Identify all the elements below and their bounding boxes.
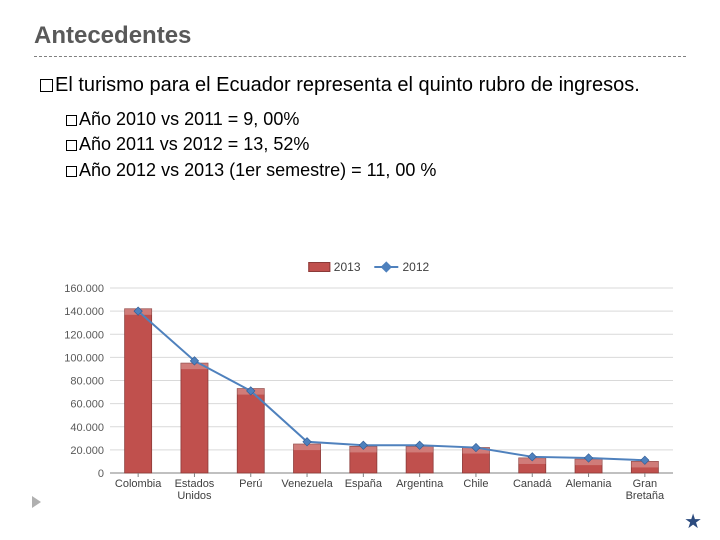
square-bullet-icon xyxy=(40,79,53,92)
svg-text:100.000: 100.000 xyxy=(64,352,104,364)
svg-text:80.000: 80.000 xyxy=(70,376,104,388)
svg-text:Colombia: Colombia xyxy=(115,478,162,490)
svg-text:120.000: 120.000 xyxy=(64,329,104,341)
sub-list: Año 2010 vs 2011 = 9, 00% Año 2011 vs 20… xyxy=(40,98,680,182)
svg-text:Chile: Chile xyxy=(463,478,488,490)
legend-item-bar: 2013 xyxy=(308,260,361,274)
svg-text:Bretaña: Bretaña xyxy=(626,490,665,502)
svg-text:Canadá: Canadá xyxy=(513,478,552,490)
svg-text:Estados: Estados xyxy=(175,478,215,490)
svg-text:140.000: 140.000 xyxy=(64,306,104,318)
svg-text:Unidos: Unidos xyxy=(177,490,212,502)
list-item-text: Año 2011 vs 2012 = 13, 52% xyxy=(79,134,309,154)
list-item: Año 2012 vs 2013 (1er semestre) = 11, 00… xyxy=(66,159,680,182)
list-item: Año 2010 vs 2011 = 9, 00% xyxy=(66,108,680,131)
svg-text:20.000: 20.000 xyxy=(70,445,104,457)
star-icon: ★ xyxy=(684,509,702,534)
legend-swatch-bar-icon xyxy=(308,262,330,272)
chart-container: 2013 2012 020.00040.00060.00080.000100.0… xyxy=(56,282,681,517)
svg-text:0: 0 xyxy=(98,468,104,480)
svg-text:Venezuela: Venezuela xyxy=(281,478,333,490)
legend-label: 2013 xyxy=(334,260,361,274)
list-item-text: Año 2010 vs 2011 = 9, 00% xyxy=(79,109,299,129)
square-bullet-icon xyxy=(66,166,77,177)
svg-text:Perú: Perú xyxy=(239,478,262,490)
svg-text:Argentina: Argentina xyxy=(396,478,444,490)
svg-text:40.000: 40.000 xyxy=(70,422,104,434)
square-bullet-icon xyxy=(66,115,77,126)
legend-swatch-line-icon xyxy=(375,266,399,268)
play-triangle-icon xyxy=(32,496,41,508)
svg-text:Gran: Gran xyxy=(633,478,657,490)
page-title: Antecedentes xyxy=(34,22,686,56)
svg-text:60.000: 60.000 xyxy=(70,399,104,411)
legend-item-line: 2012 xyxy=(375,260,430,274)
chart-legend: 2013 2012 xyxy=(308,260,429,274)
title-divider xyxy=(34,56,686,57)
lead-text: El turismo para el Ecuador representa el… xyxy=(55,74,640,96)
svg-text:Alemania: Alemania xyxy=(566,478,613,490)
chart-svg: 0 20.000 40.000 60.000 80.000 100.000 120.000 1… xyxy=(56,282,681,517)
legend-label: 2012 xyxy=(403,260,430,274)
square-bullet-icon xyxy=(66,140,77,151)
list-item-text: Año 2012 vs 2013 (1er semestre) = 11, 00… xyxy=(79,160,436,180)
list-item: Año 2011 vs 2012 = 13, 52% xyxy=(66,133,680,156)
lead-paragraph: El turismo para el Ecuador representa el… xyxy=(40,73,680,98)
svg-text:España: España xyxy=(345,478,383,490)
svg-text:160.000: 160.000 xyxy=(64,283,104,295)
